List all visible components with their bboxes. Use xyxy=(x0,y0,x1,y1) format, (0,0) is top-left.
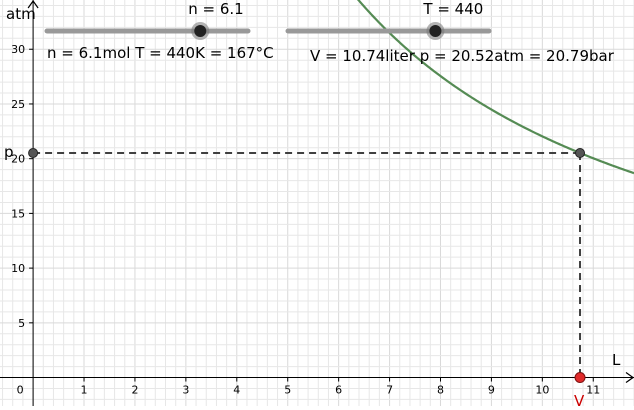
point-p[interactable] xyxy=(28,147,39,158)
x-tick-label: 1 xyxy=(81,384,88,397)
readout-n-t: n = 6.1mol T = 440K = 167°C xyxy=(47,44,274,62)
slider-n-label: n = 6.1 xyxy=(188,0,244,18)
y-axis-arrow xyxy=(27,0,39,9)
y-axis-label: atm xyxy=(6,5,36,23)
y-tick-label: 5 xyxy=(18,317,25,330)
x-tick-label: 5 xyxy=(284,384,291,397)
x-tick-label: 4 xyxy=(233,384,240,397)
x-tick-label: 10 xyxy=(535,384,549,397)
x-tick-label: 6 xyxy=(335,384,342,397)
x-tick-label: 11 xyxy=(586,384,600,397)
y-tick-label: 20 xyxy=(11,153,25,166)
x-tick-label: 2 xyxy=(131,384,138,397)
slider-t-knob[interactable] xyxy=(429,25,442,37)
point-p-label: p xyxy=(4,142,14,161)
y-tick-label: 25 xyxy=(11,98,25,111)
tick-labels: 0 1 2 3 4 5 6 7 8 9 10 11 5 10 15 20 25 30 xyxy=(11,43,600,396)
point-state[interactable] xyxy=(575,147,586,158)
y-tick-label: 30 xyxy=(11,43,25,56)
readout-v-p: V = 10.74liter p = 20.52atm = 20.79bar xyxy=(310,47,614,65)
x-tick-label: 9 xyxy=(488,384,495,397)
x-tick-label: 8 xyxy=(437,384,444,397)
x-tick-label: 3 xyxy=(182,384,189,397)
slider-n-knob[interactable] xyxy=(194,25,207,37)
y-tick-label: 15 xyxy=(11,207,25,220)
y-tick-label: 10 xyxy=(11,262,25,275)
slider-t-label: T = 440 xyxy=(423,0,484,18)
points xyxy=(28,147,586,384)
isotherm-curve xyxy=(356,0,634,175)
point-v[interactable] xyxy=(574,372,586,384)
dashed-guides xyxy=(33,151,582,378)
x-axis-label: L xyxy=(612,350,621,369)
x-tick-label: 0 xyxy=(17,384,24,397)
sliders xyxy=(44,22,492,40)
x-tick-label: 7 xyxy=(386,384,393,397)
point-v-label: V xyxy=(574,391,585,410)
x-axis-arrow xyxy=(625,372,634,384)
